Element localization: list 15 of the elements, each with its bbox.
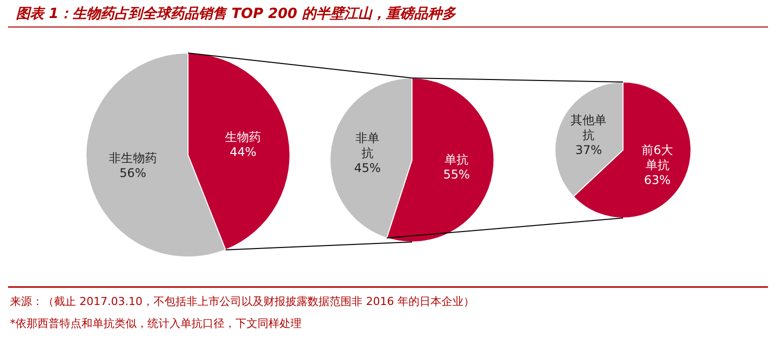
text: *依那西普特点和单抗类似，统计入单抗口径，下文同样处理 — [10, 317, 302, 330]
data-label: 44% — [230, 144, 256, 159]
data-label: 37% — [575, 143, 602, 158]
data-label: 56% — [120, 166, 146, 180]
slice-label: 前6大单抗 — [642, 142, 674, 172]
slice-label: 其他单抗 — [570, 113, 607, 142]
chart-title: 图表 1：生物药占到全球药品销售 TOP 200 的半壁江山，重磅品种多 — [16, 5, 458, 22]
slice-label: 非生物药 — [108, 151, 157, 166]
data-label: 55% — [443, 168, 470, 182]
source-note: 来源：（截止 2017.03.10，不包括非上市公司以及财报披露数据范围非 2016 年的日本企业） — [10, 295, 474, 308]
slice-label: 单抗 — [444, 152, 469, 167]
slice-label: 非单抗 — [355, 130, 380, 160]
slice-label: 生物药 — [225, 130, 262, 144]
data-label: 45% — [354, 160, 381, 175]
data-label: 63% — [644, 172, 671, 187]
